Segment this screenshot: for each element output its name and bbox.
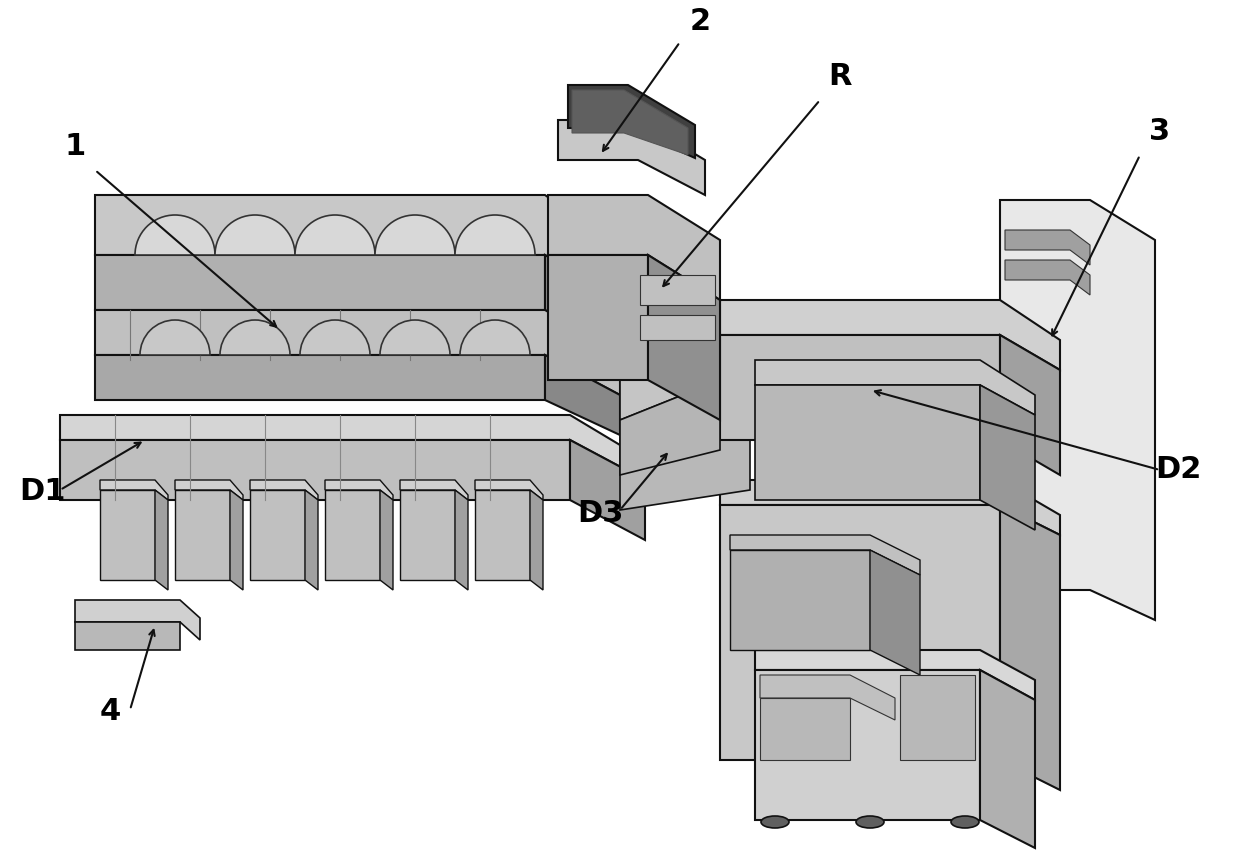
Polygon shape	[95, 195, 620, 300]
Polygon shape	[325, 480, 393, 500]
Wedge shape	[215, 215, 295, 255]
Polygon shape	[730, 550, 870, 650]
Polygon shape	[755, 670, 980, 820]
Polygon shape	[870, 550, 920, 675]
Wedge shape	[379, 320, 450, 355]
Polygon shape	[548, 255, 649, 380]
Polygon shape	[74, 622, 180, 650]
Ellipse shape	[761, 816, 789, 828]
Ellipse shape	[951, 816, 980, 828]
Polygon shape	[100, 490, 155, 580]
Polygon shape	[720, 480, 1060, 535]
Polygon shape	[720, 300, 1060, 370]
Text: 1: 1	[64, 132, 86, 161]
Polygon shape	[760, 675, 895, 720]
Polygon shape	[999, 505, 1060, 790]
Polygon shape	[325, 490, 379, 580]
Polygon shape	[720, 505, 999, 760]
Text: D1: D1	[19, 477, 66, 506]
Polygon shape	[401, 480, 467, 500]
Polygon shape	[100, 480, 167, 500]
Text: 4: 4	[99, 697, 120, 726]
Polygon shape	[620, 380, 820, 440]
Wedge shape	[295, 215, 374, 255]
Polygon shape	[95, 355, 546, 400]
Polygon shape	[755, 360, 1035, 415]
Wedge shape	[455, 215, 534, 255]
Polygon shape	[900, 675, 975, 760]
Ellipse shape	[856, 816, 884, 828]
Polygon shape	[475, 490, 529, 580]
Polygon shape	[548, 195, 720, 300]
Polygon shape	[155, 490, 167, 590]
Polygon shape	[455, 490, 467, 590]
Polygon shape	[620, 380, 720, 475]
Text: 2: 2	[689, 7, 711, 36]
Polygon shape	[1004, 260, 1090, 295]
Polygon shape	[730, 535, 920, 575]
Polygon shape	[570, 440, 645, 540]
Text: D3: D3	[577, 499, 624, 528]
Polygon shape	[760, 698, 849, 760]
Polygon shape	[305, 490, 317, 590]
Polygon shape	[999, 200, 1154, 620]
Polygon shape	[999, 335, 1060, 475]
Polygon shape	[640, 275, 715, 305]
Polygon shape	[568, 85, 694, 158]
Wedge shape	[374, 215, 455, 255]
Polygon shape	[475, 480, 543, 500]
Text: R: R	[828, 62, 852, 91]
Wedge shape	[300, 320, 370, 355]
Polygon shape	[720, 335, 999, 440]
Polygon shape	[546, 355, 620, 435]
Polygon shape	[95, 310, 620, 395]
Polygon shape	[755, 650, 1035, 700]
Polygon shape	[980, 670, 1035, 848]
Polygon shape	[649, 255, 720, 420]
Polygon shape	[755, 385, 980, 500]
Text: 3: 3	[1149, 117, 1171, 146]
Wedge shape	[140, 320, 210, 355]
Polygon shape	[60, 415, 645, 480]
Polygon shape	[1004, 230, 1090, 265]
Polygon shape	[620, 405, 750, 510]
Polygon shape	[640, 315, 715, 340]
Text: D2: D2	[1154, 455, 1202, 484]
Polygon shape	[74, 600, 200, 640]
Polygon shape	[229, 490, 243, 590]
Polygon shape	[572, 90, 688, 155]
Wedge shape	[135, 215, 215, 255]
Polygon shape	[250, 480, 317, 500]
Polygon shape	[175, 490, 229, 580]
Polygon shape	[980, 385, 1035, 530]
Polygon shape	[546, 255, 620, 355]
Polygon shape	[401, 490, 455, 580]
Polygon shape	[250, 490, 305, 580]
Polygon shape	[620, 335, 720, 420]
Polygon shape	[529, 490, 543, 590]
Polygon shape	[379, 490, 393, 590]
Polygon shape	[95, 255, 546, 310]
Wedge shape	[460, 320, 529, 355]
Wedge shape	[219, 320, 290, 355]
Polygon shape	[175, 480, 243, 500]
Polygon shape	[60, 440, 570, 500]
Polygon shape	[558, 120, 706, 195]
